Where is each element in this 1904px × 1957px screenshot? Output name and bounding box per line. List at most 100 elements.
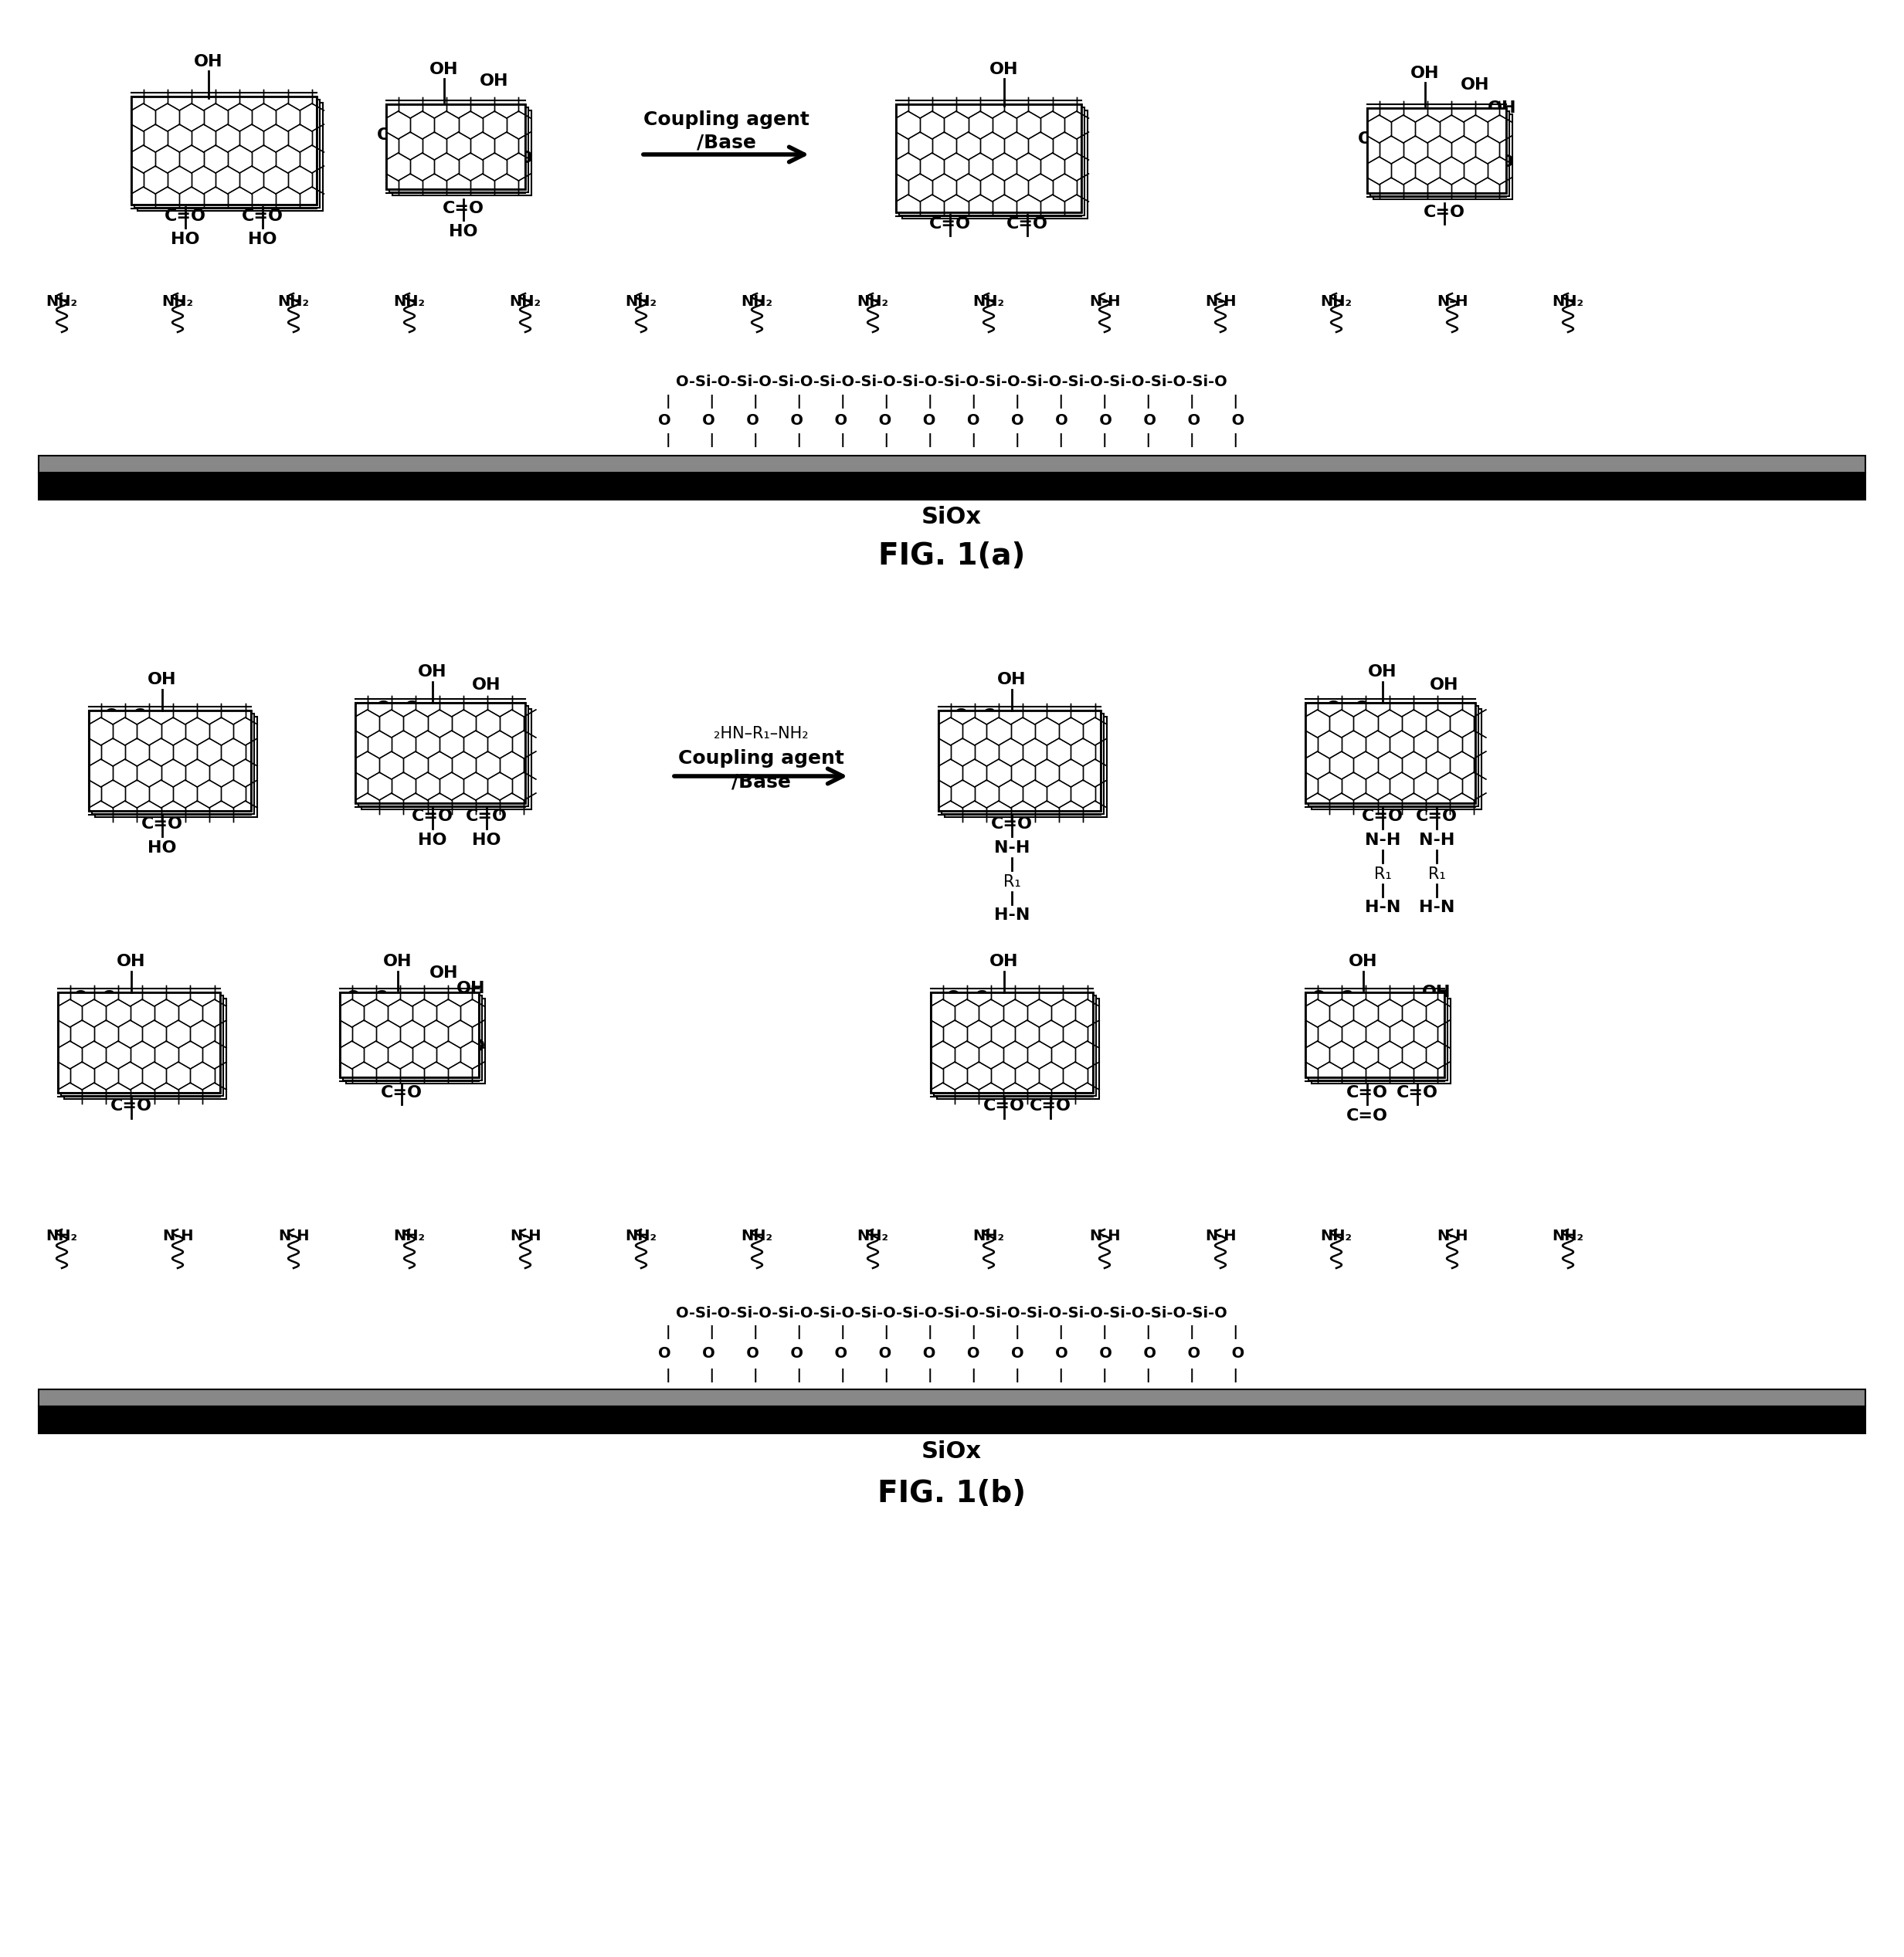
Text: C=O: C=O — [1396, 1084, 1438, 1100]
Bar — [38, 1407, 1866, 1433]
Bar — [942, 714, 1104, 814]
Text: O      O      O      O      O      O      O      O      O      O      O      O  : O O O O O O O O O O O O — [659, 413, 1245, 429]
Text: NH₂: NH₂ — [1321, 1229, 1352, 1243]
Text: NH₂: NH₂ — [394, 1229, 425, 1243]
Text: NH₂: NH₂ — [973, 1229, 1005, 1243]
Bar — [944, 716, 1106, 818]
Text: SiOx: SiOx — [922, 507, 982, 528]
Bar — [1367, 108, 1506, 194]
Text: OH: OH — [383, 953, 413, 969]
Text: OH: OH — [1348, 953, 1378, 969]
Text: OH: OH — [1369, 663, 1398, 679]
Bar — [89, 710, 251, 810]
Text: C=O: C=O — [990, 816, 1032, 832]
Bar — [1312, 708, 1481, 810]
Text: C=O: C=O — [1007, 215, 1049, 231]
Bar — [1306, 992, 1445, 1078]
Bar — [339, 992, 480, 1078]
Bar — [897, 104, 1081, 213]
Text: NH₂: NH₂ — [162, 294, 194, 309]
Text: HO: HO — [149, 840, 177, 855]
Text: OH: OH — [472, 677, 501, 693]
Bar — [902, 110, 1087, 219]
Bar — [38, 474, 1866, 499]
Text: FIG. 1(a): FIG. 1(a) — [878, 542, 1024, 571]
Text: O=C: O=C — [377, 701, 417, 716]
Text: |        |        |        |        |        |        |        |        |       : | | | | | | | | | — [664, 395, 1238, 409]
Text: C: C — [1453, 738, 1464, 753]
Text: O=C: O=C — [1358, 131, 1399, 147]
Text: C: C — [1051, 1039, 1064, 1055]
Text: H-N: H-N — [1365, 900, 1401, 916]
Text: OH: OH — [419, 663, 447, 679]
Text: N-H: N-H — [1418, 832, 1455, 847]
Text: O=C: O=C — [1312, 990, 1354, 1006]
Bar — [939, 710, 1101, 810]
Text: H-N: H-N — [994, 908, 1030, 924]
Text: NH₂: NH₂ — [510, 294, 541, 309]
Text: O=C: O=C — [105, 708, 147, 724]
Bar — [1306, 703, 1476, 802]
Text: HO: HO — [57, 1039, 86, 1055]
Text: ₂HN–R₁–NH₂: ₂HN–R₁–NH₂ — [714, 726, 807, 742]
Text: NH₂: NH₂ — [46, 294, 78, 309]
Text: O: O — [69, 1004, 84, 1020]
Text: C=O: C=O — [929, 215, 971, 231]
Bar — [91, 714, 253, 814]
Text: N-H: N-H — [1436, 294, 1468, 309]
Text: NH₂: NH₂ — [625, 294, 657, 309]
Text: O: O — [510, 761, 526, 777]
Text: OH: OH — [457, 980, 486, 996]
Bar — [343, 996, 482, 1080]
Text: O: O — [1498, 155, 1514, 170]
Text: C=O: C=O — [1346, 1108, 1388, 1123]
Bar — [38, 1389, 1866, 1407]
Text: NH₂: NH₂ — [973, 294, 1005, 309]
Bar — [931, 992, 1093, 1092]
Text: C=O: C=O — [1417, 808, 1458, 824]
Text: C=O: C=O — [411, 808, 453, 824]
Text: HO: HO — [88, 757, 116, 773]
Bar — [137, 102, 324, 211]
Text: C=O: C=O — [1361, 808, 1403, 824]
Text: C=O: C=O — [110, 1098, 152, 1114]
Text: C=O: C=O — [381, 1084, 423, 1100]
Text: OH: OH — [430, 63, 459, 76]
Text: OH: OH — [1487, 100, 1517, 115]
Text: NH₂: NH₂ — [1552, 1229, 1584, 1243]
Text: O=C: O=C — [74, 990, 114, 1006]
Text: N-H: N-H — [510, 1229, 541, 1243]
Text: C=O: C=O — [982, 1098, 1024, 1114]
Text: N-H: N-H — [162, 1229, 194, 1243]
Bar — [65, 998, 227, 1100]
Text: HO: HO — [449, 223, 478, 239]
Text: HO: HO — [171, 231, 200, 247]
Text: C: C — [503, 738, 514, 753]
Text: C=O: C=O — [242, 209, 284, 223]
Text: O=C: O=C — [156, 96, 198, 112]
Text: HO: HO — [419, 832, 447, 847]
Bar — [57, 992, 221, 1092]
Text: O: O — [1460, 761, 1476, 777]
Text: OH: OH — [1430, 677, 1458, 693]
Text: O=C: O=C — [1327, 701, 1367, 716]
Bar — [1308, 996, 1447, 1080]
Text: N-H: N-H — [1365, 832, 1401, 847]
Bar — [95, 716, 257, 818]
Bar — [131, 96, 316, 205]
Text: C=O: C=O — [1346, 1084, 1388, 1100]
Text: FIG. 1(b): FIG. 1(b) — [878, 1479, 1026, 1509]
Bar — [339, 992, 480, 1078]
Text: NH₂: NH₂ — [741, 294, 773, 309]
Text: N-H: N-H — [1205, 1229, 1236, 1243]
Text: N-H: N-H — [1089, 1229, 1120, 1243]
Text: |        |        |        |        |        |        |        |        |       : | | | | | | | | | — [664, 1325, 1238, 1339]
Bar — [89, 710, 251, 810]
Bar — [392, 110, 531, 196]
Bar — [939, 710, 1101, 810]
Text: NH₂: NH₂ — [1552, 294, 1584, 309]
Bar — [387, 104, 526, 190]
Text: /Base: /Base — [731, 773, 790, 791]
Text: C: C — [510, 131, 522, 147]
Text: C=O: C=O — [1030, 1098, 1072, 1114]
